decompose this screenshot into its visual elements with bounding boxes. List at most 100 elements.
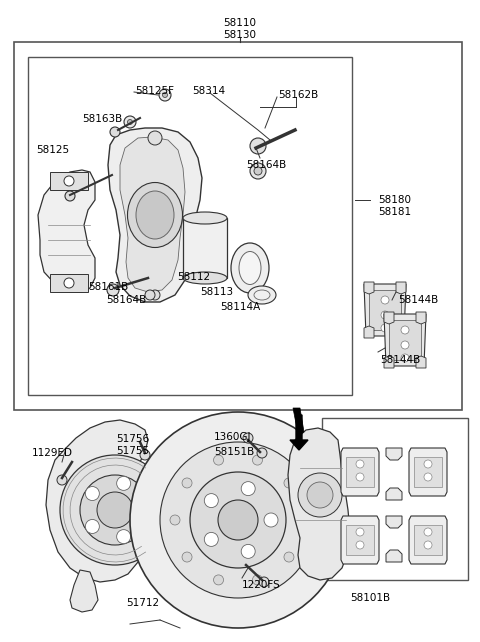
Circle shape — [140, 450, 150, 460]
Bar — [50, 274, 88, 292]
Circle shape — [356, 460, 364, 468]
Circle shape — [284, 478, 294, 488]
Circle shape — [252, 455, 263, 465]
Text: 58101B: 58101B — [350, 593, 390, 603]
Polygon shape — [293, 408, 304, 434]
Circle shape — [130, 412, 346, 628]
Circle shape — [243, 433, 253, 443]
Circle shape — [128, 119, 132, 125]
Text: 58113: 58113 — [200, 287, 233, 297]
Polygon shape — [369, 290, 401, 330]
Circle shape — [401, 354, 409, 362]
Circle shape — [145, 290, 155, 300]
Ellipse shape — [239, 252, 261, 284]
Polygon shape — [341, 516, 379, 564]
Circle shape — [252, 575, 263, 585]
Text: 58151B: 58151B — [214, 447, 254, 457]
Circle shape — [241, 482, 255, 496]
Polygon shape — [288, 428, 350, 580]
Circle shape — [218, 500, 258, 540]
Bar — [28, 57, 352, 395]
Text: 58314: 58314 — [192, 86, 225, 96]
Circle shape — [60, 455, 170, 565]
Ellipse shape — [128, 182, 182, 248]
Circle shape — [401, 326, 409, 334]
Polygon shape — [386, 448, 402, 460]
Circle shape — [424, 541, 432, 549]
Polygon shape — [416, 356, 426, 368]
Circle shape — [298, 473, 342, 517]
Polygon shape — [364, 326, 374, 338]
Polygon shape — [384, 356, 394, 368]
Circle shape — [424, 528, 432, 536]
Text: 58125: 58125 — [36, 145, 69, 155]
Text: 1129ED: 1129ED — [32, 448, 73, 458]
Circle shape — [159, 89, 171, 101]
Ellipse shape — [248, 286, 276, 304]
Text: 58130: 58130 — [224, 30, 256, 40]
Polygon shape — [414, 457, 442, 487]
Bar — [183, 218, 227, 278]
Text: 58125F: 58125F — [135, 86, 174, 96]
Text: 58110: 58110 — [224, 18, 256, 28]
Polygon shape — [409, 516, 447, 564]
Bar — [50, 172, 88, 190]
Polygon shape — [389, 320, 421, 360]
Circle shape — [204, 532, 218, 546]
Circle shape — [381, 311, 389, 319]
Text: 51756: 51756 — [116, 434, 149, 444]
Circle shape — [257, 448, 267, 458]
Polygon shape — [416, 312, 426, 324]
Text: 58162B: 58162B — [278, 90, 318, 100]
Polygon shape — [364, 284, 406, 336]
Polygon shape — [346, 525, 374, 555]
Circle shape — [296, 515, 306, 525]
Circle shape — [190, 472, 286, 568]
Circle shape — [150, 290, 160, 300]
Polygon shape — [46, 420, 148, 582]
Polygon shape — [384, 312, 394, 324]
Circle shape — [163, 92, 168, 98]
Circle shape — [64, 278, 74, 288]
Circle shape — [381, 296, 389, 304]
Circle shape — [148, 131, 162, 145]
Circle shape — [85, 519, 99, 534]
Circle shape — [204, 494, 218, 508]
Polygon shape — [108, 128, 202, 302]
Circle shape — [57, 475, 67, 485]
Text: 58181: 58181 — [378, 207, 411, 217]
Polygon shape — [38, 170, 95, 292]
Polygon shape — [346, 457, 374, 487]
Text: 51712: 51712 — [126, 598, 159, 608]
Text: 58161B: 58161B — [88, 282, 128, 292]
Ellipse shape — [254, 290, 270, 300]
Circle shape — [136, 503, 150, 517]
Circle shape — [424, 473, 432, 481]
Bar — [322, 418, 468, 580]
Circle shape — [182, 478, 192, 488]
Ellipse shape — [183, 272, 227, 284]
Text: 58163B: 58163B — [82, 114, 122, 124]
Circle shape — [117, 530, 131, 544]
Ellipse shape — [183, 212, 227, 224]
Polygon shape — [384, 314, 426, 366]
Circle shape — [284, 552, 294, 562]
Text: 58144B: 58144B — [398, 295, 438, 305]
Polygon shape — [386, 516, 402, 528]
Text: 1360GJ: 1360GJ — [214, 432, 252, 442]
Text: 58180: 58180 — [378, 195, 411, 205]
Polygon shape — [341, 448, 379, 496]
Polygon shape — [396, 326, 406, 338]
Polygon shape — [120, 137, 185, 292]
Circle shape — [124, 116, 136, 128]
Circle shape — [80, 475, 150, 545]
Circle shape — [117, 476, 131, 490]
Text: 58114A: 58114A — [220, 302, 260, 312]
Circle shape — [107, 284, 119, 296]
Circle shape — [170, 515, 180, 525]
Circle shape — [214, 575, 224, 585]
Circle shape — [110, 127, 120, 137]
Circle shape — [182, 552, 192, 562]
Polygon shape — [290, 415, 308, 450]
Circle shape — [381, 324, 389, 332]
